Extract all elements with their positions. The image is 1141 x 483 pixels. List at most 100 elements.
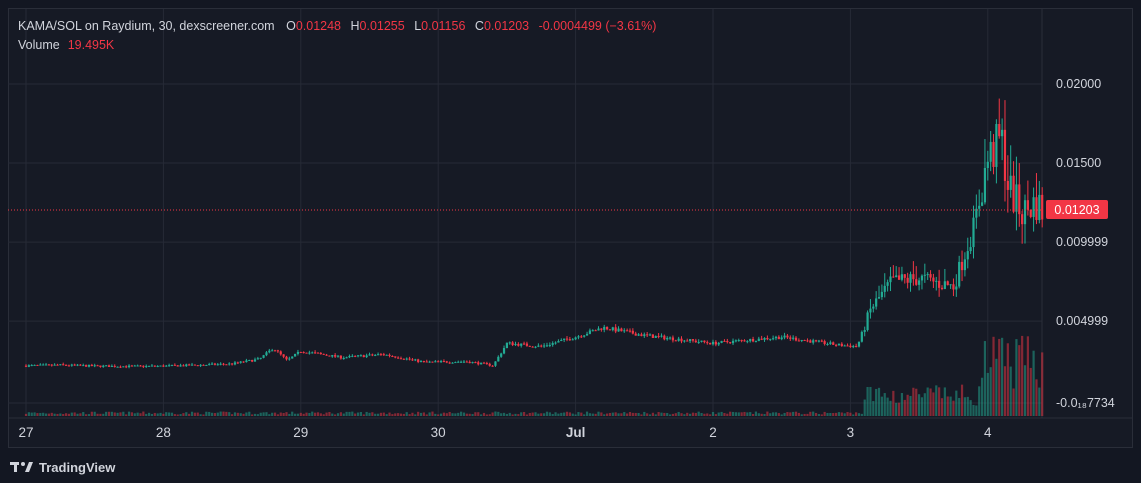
candle-body — [391, 356, 394, 358]
candle-body — [1006, 180, 1009, 190]
volume-bar — [67, 413, 71, 416]
candle-body — [680, 338, 683, 342]
volume-bar — [511, 414, 514, 416]
volume-bar — [992, 336, 995, 416]
volume-bar — [359, 412, 363, 416]
volume-bar — [643, 411, 646, 416]
candle-body — [857, 341, 861, 347]
candle-body — [125, 366, 128, 368]
volume-bar — [107, 411, 111, 416]
volume-bar — [940, 398, 944, 416]
candle-body — [368, 354, 371, 356]
volume-bar — [631, 412, 634, 416]
volume-bar — [110, 411, 113, 416]
candle-body — [331, 355, 334, 357]
candle-body — [608, 329, 612, 331]
candle-body — [488, 363, 491, 366]
candle-body — [623, 330, 626, 332]
volume-bar — [222, 411, 225, 416]
candle-body — [497, 356, 500, 362]
candle-body — [508, 342, 511, 344]
volume-bar — [872, 401, 875, 416]
candle-body — [102, 365, 105, 367]
candle-body — [832, 342, 835, 345]
candle-body — [505, 342, 508, 349]
candle-body — [354, 355, 357, 357]
candle-body — [723, 340, 726, 342]
volume-bar — [740, 412, 743, 416]
candle-body — [754, 341, 758, 343]
candle-body — [405, 358, 408, 360]
candle-body — [193, 364, 196, 366]
candle-body — [322, 353, 325, 355]
volume-bar — [763, 414, 766, 416]
candle-body — [399, 358, 403, 360]
candle-body — [975, 208, 978, 218]
volume-bar — [557, 413, 560, 416]
volume-bar — [674, 413, 677, 416]
candle-body — [631, 330, 634, 334]
volume-bar — [522, 411, 526, 416]
candle-body — [431, 361, 434, 363]
candle-body — [980, 202, 984, 206]
candle-body — [806, 340, 809, 342]
chart-area[interactable] — [8, 8, 1133, 448]
x-tick-label: Jul — [566, 425, 586, 440]
candle-body — [345, 357, 348, 359]
volume-bar — [316, 412, 320, 416]
volume-bar — [328, 411, 331, 416]
candle-body — [746, 341, 749, 343]
volume-bar — [608, 412, 612, 416]
candle-body — [834, 344, 838, 346]
tradingview-attribution[interactable]: TradingView — [10, 457, 115, 477]
candle-body — [895, 275, 898, 278]
ohlc-row: KAMA/SOL on Raydium, 30, dexscreener.com… — [18, 17, 662, 36]
candle-body — [442, 361, 446, 363]
volume-bar — [543, 413, 546, 416]
candle-body — [717, 342, 720, 345]
candle-body — [689, 339, 692, 342]
candle-body — [213, 363, 217, 365]
candle-body — [122, 366, 125, 368]
volume-bar — [929, 388, 932, 416]
volume-bar — [271, 412, 274, 416]
volume-bar — [105, 411, 108, 416]
volume-bar — [439, 413, 443, 416]
volume-bar — [843, 413, 846, 416]
candle-body — [314, 352, 317, 354]
candle-body — [24, 365, 28, 367]
candle-body — [783, 335, 786, 338]
volume-bar — [746, 412, 749, 416]
volume-bar — [70, 412, 73, 416]
candle-body — [76, 364, 79, 366]
y-tick-label: 0.009999 — [1056, 235, 1108, 249]
volume-bar — [823, 411, 826, 416]
volume-bar — [334, 414, 337, 416]
candle-body — [27, 365, 30, 367]
candle-body — [938, 280, 941, 288]
volume-bar — [789, 412, 792, 416]
volume-bar — [1012, 388, 1015, 416]
candle-body — [574, 337, 577, 340]
candle-body — [637, 334, 640, 336]
volume-bar — [196, 412, 199, 416]
candle-body — [757, 338, 760, 342]
candle-body — [897, 275, 901, 280]
candle-body — [540, 345, 543, 347]
candle-body — [751, 338, 755, 342]
y-tick-label: 0.01500 — [1056, 156, 1101, 170]
volume-bar — [462, 412, 466, 416]
low-label: L — [414, 19, 422, 33]
candle-body — [248, 359, 251, 361]
candle-body — [302, 352, 305, 354]
candle-body — [1035, 197, 1038, 221]
volume-bar — [422, 412, 425, 416]
candle-body — [219, 363, 222, 365]
candle-body — [448, 362, 451, 364]
volume-bar — [314, 412, 317, 416]
volume-bar — [686, 412, 689, 416]
candle-body — [643, 334, 646, 337]
volume-bar — [920, 397, 924, 416]
